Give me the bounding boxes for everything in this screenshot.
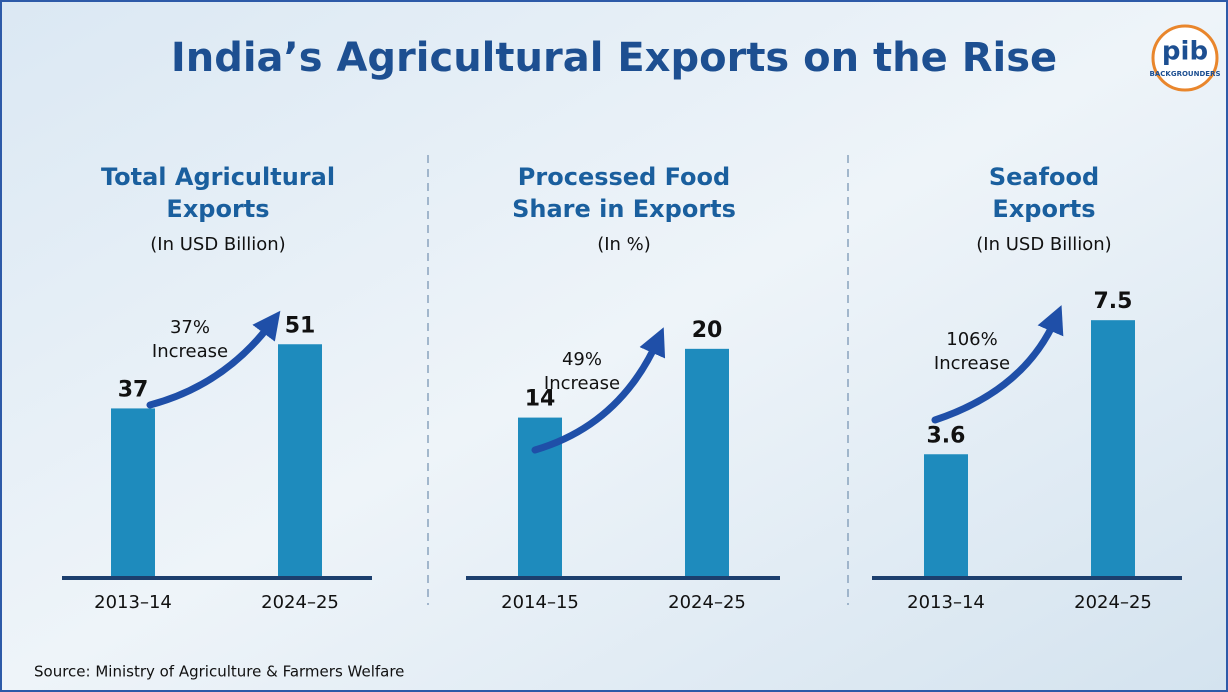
panel-subtitle: (In USD Billion) [150,234,285,255]
panel-title: Total Agricultural [101,163,335,191]
annotation: 49% [562,349,602,370]
value-label: 3.6 [927,423,966,448]
trend-arrow [531,327,666,454]
value-label: 51 [285,313,316,338]
bar [278,344,322,578]
logo-circle [1151,24,1219,92]
logo-subtext: BACKGROUNDERS [1150,70,1221,78]
value-label: 14 [525,387,556,412]
value-label: 20 [692,318,723,343]
annotation: 106% [946,329,997,350]
page-title: India’s Agricultural Exports on the Rise [171,35,1057,81]
trend-arrow [146,310,281,409]
annotation: 37% [170,317,210,338]
panel-title: Exports [992,195,1095,223]
x-tick-label: 2013–14 [907,592,985,613]
annotation: Increase [152,341,228,362]
bar [685,348,729,578]
trend-arrow [931,305,1064,424]
x-tick-label: 2013–14 [94,592,172,613]
annotation: Increase [934,353,1010,374]
logo-text: pib [1162,37,1208,67]
value-label: 7.5 [1094,289,1133,314]
bar [1091,320,1135,578]
bar [111,408,155,578]
x-tick-label: 2024–25 [668,592,746,613]
annotation: Increase [544,373,620,394]
value-label: 37 [118,377,149,402]
panel-title: Processed Food [518,163,730,191]
x-tick-label: 2024–25 [261,592,339,613]
bar [924,454,968,578]
panel-subtitle: (In USD Billion) [976,234,1111,255]
panel-subtitle: (In %) [597,234,651,255]
panel-title: Seafood [989,163,1099,191]
source: Source: Ministry of Agriculture & Farmer… [34,663,404,681]
x-tick-label: 2024–25 [1074,592,1152,613]
x-tick-label: 2014–15 [501,592,579,613]
panel-title: Exports [166,195,269,223]
panel-title: Share in Exports [512,195,736,223]
logo: pib BACKGROUNDERS [1150,24,1221,92]
